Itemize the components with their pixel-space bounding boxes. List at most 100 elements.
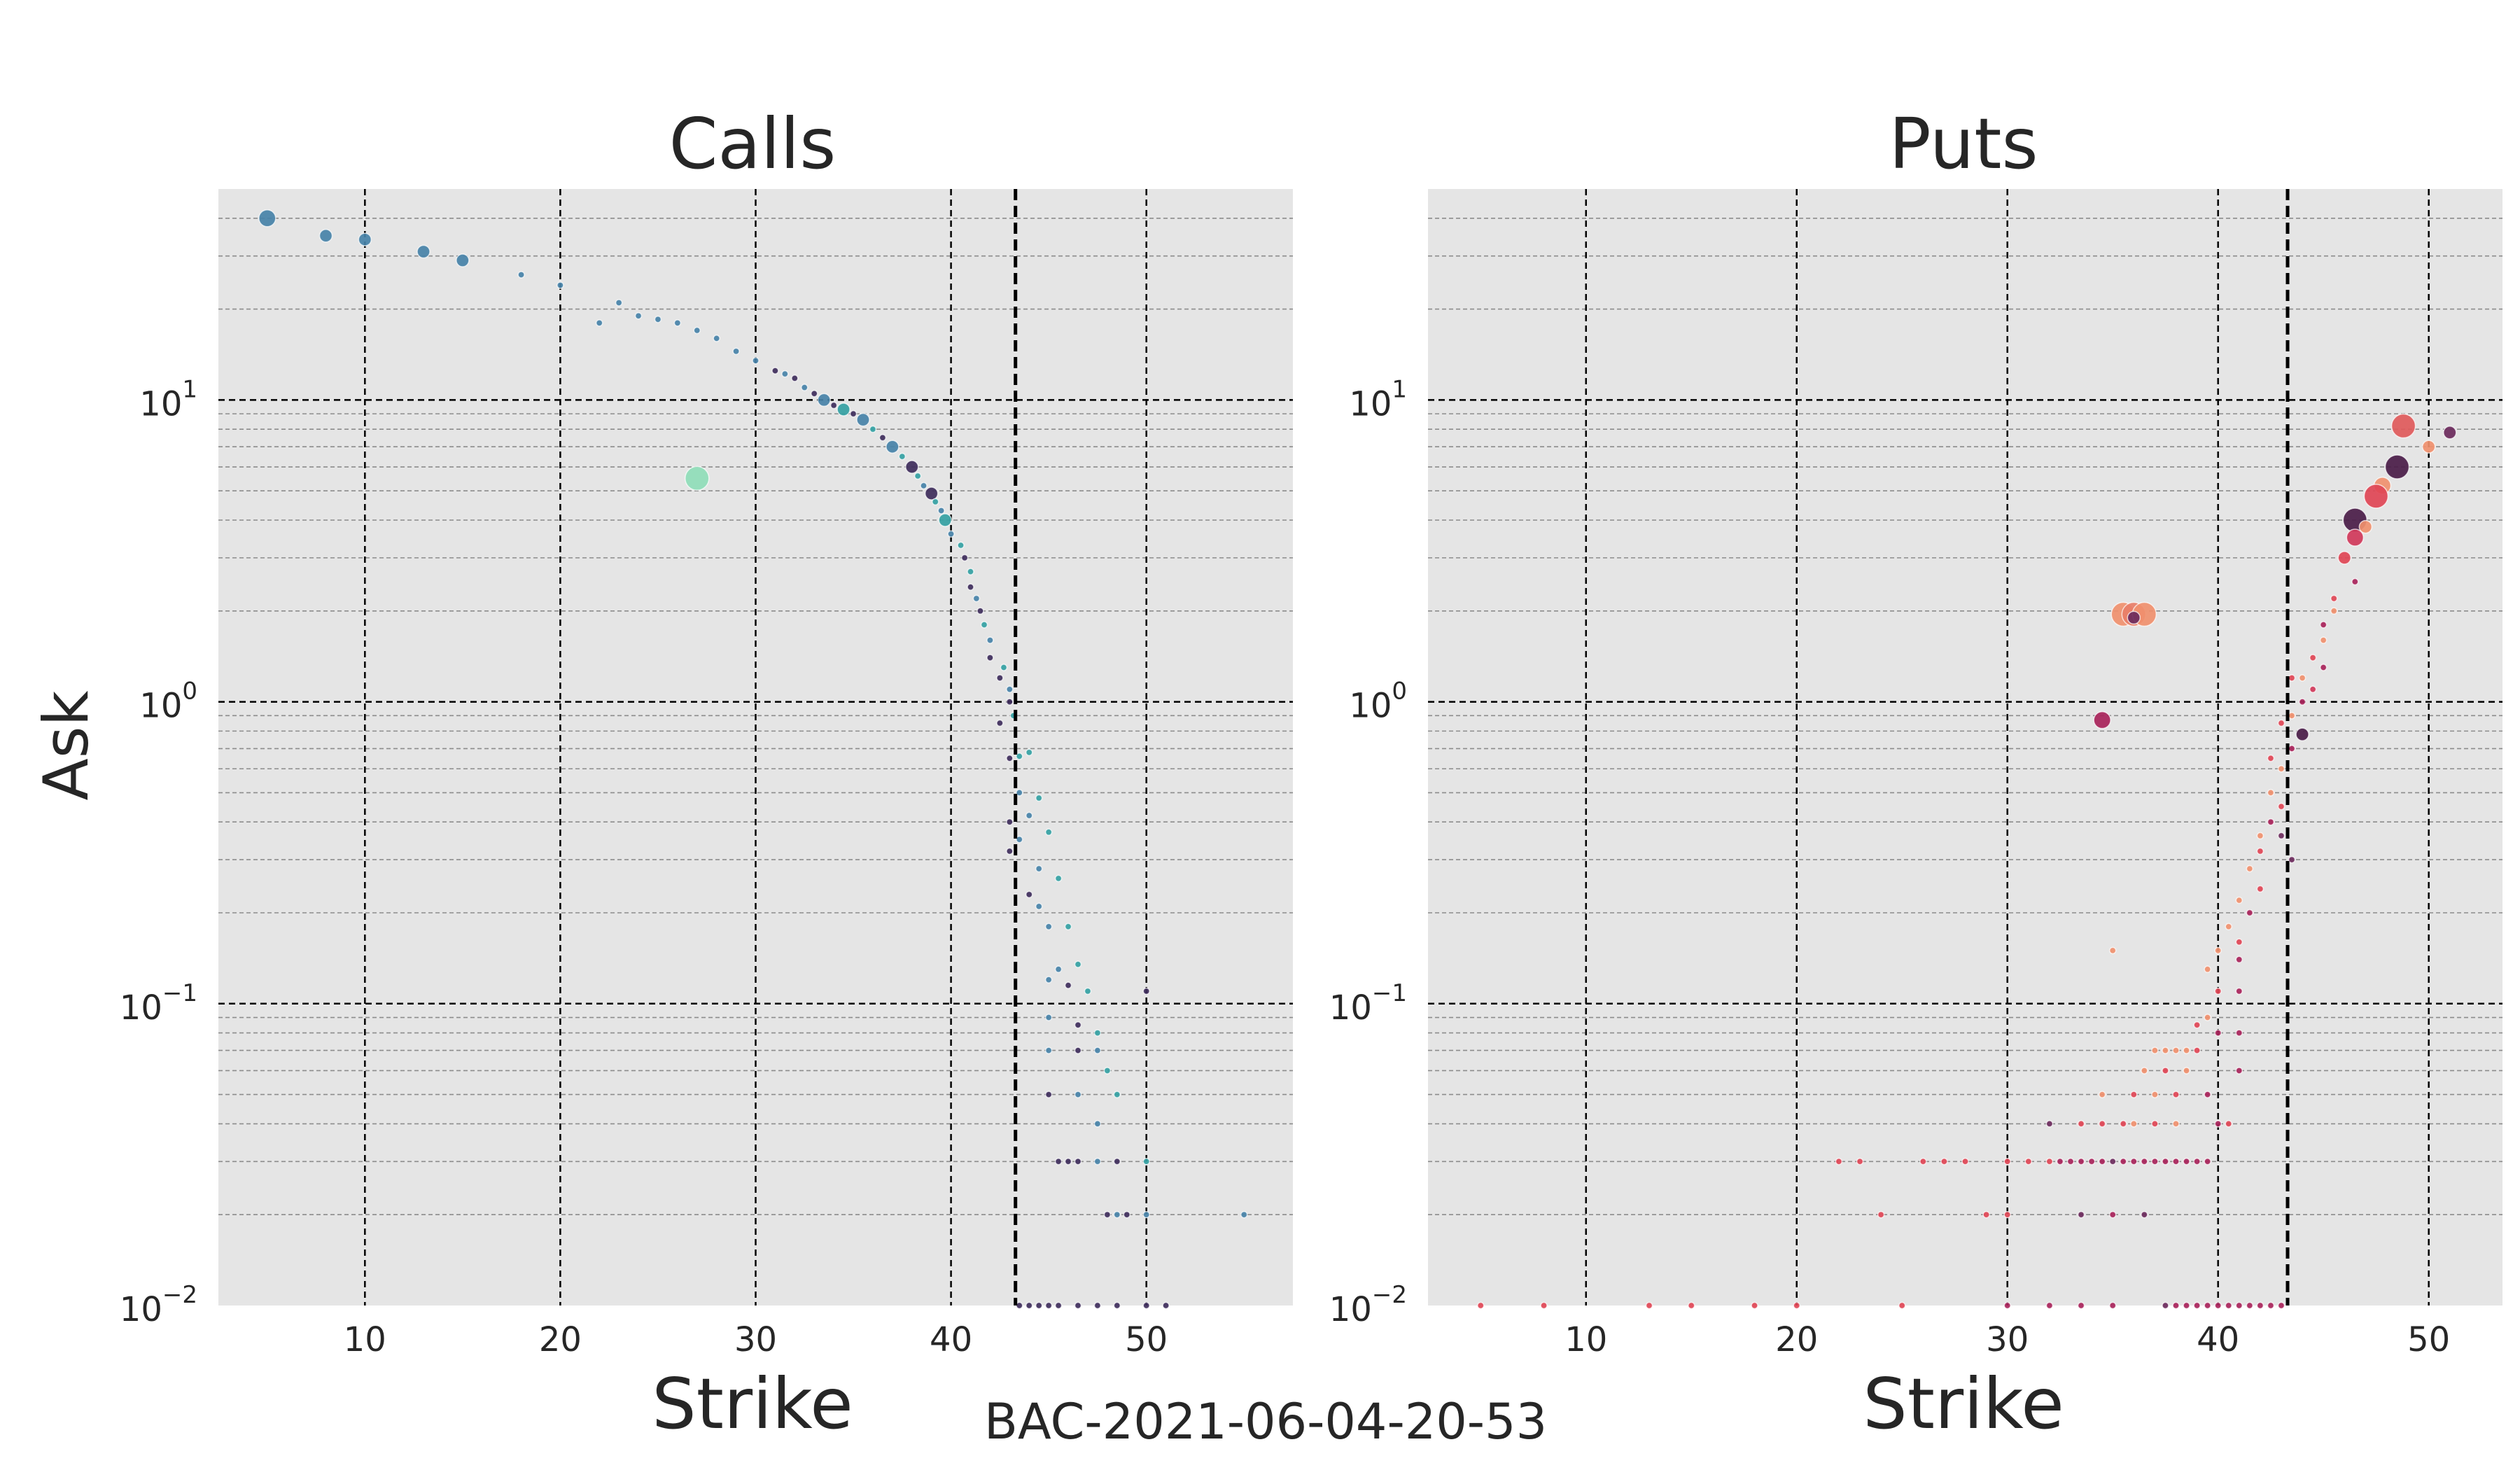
- puts-point: [2172, 1158, 2180, 1166]
- puts-point: [2093, 710, 2111, 729]
- puts-point: [2077, 1210, 2085, 1219]
- puts-point: [2298, 674, 2306, 682]
- calls-point: [1044, 923, 1053, 930]
- puts-point: [2141, 1210, 2148, 1219]
- puts-ticks: 10 20 30 40 50 10−2 10−1 100 101: [1329, 375, 2450, 1359]
- puts-point: [2003, 1158, 2011, 1166]
- puts-point: [2214, 946, 2222, 955]
- calls-point: [1044, 976, 1053, 983]
- puts-point: [2087, 1158, 2096, 1166]
- puts-point: [2319, 664, 2328, 671]
- puts-point: [2204, 1158, 2211, 1166]
- puts-point: [2267, 789, 2275, 797]
- calls-x-tick-label: 30: [734, 1320, 777, 1359]
- calls-point: [976, 607, 984, 615]
- calls-point: [1054, 1301, 1063, 1310]
- puts-x-tick-label: 20: [1775, 1320, 1818, 1359]
- puts-point: [2288, 674, 2296, 682]
- calls-point: [456, 253, 470, 267]
- calls-point: [1006, 818, 1014, 826]
- calls-point: [986, 636, 994, 644]
- calls-point: [1142, 987, 1150, 995]
- calls-point: [869, 425, 877, 433]
- puts-point: [2172, 1301, 2180, 1310]
- calls-point: [1025, 890, 1033, 899]
- puts-point: [1793, 1301, 1800, 1310]
- puts-point: [2235, 987, 2244, 995]
- puts-point: [2119, 1120, 2127, 1128]
- calls-point: [996, 674, 1004, 682]
- puts-point: [2267, 755, 2275, 762]
- calls-x-tick-label: 20: [539, 1320, 582, 1359]
- puts-point: [1751, 1301, 1758, 1310]
- calls-point: [878, 434, 887, 442]
- calls-point: [960, 554, 969, 562]
- puts-x-tick-label: 30: [1986, 1320, 2029, 1359]
- puts-point: [2003, 1210, 2011, 1219]
- puts-point: [2204, 1014, 2211, 1021]
- puts-y-tick-label: 10−1: [1329, 979, 1407, 1028]
- calls-point: [1240, 1210, 1248, 1219]
- calls-point: [920, 482, 927, 490]
- puts-point: [2235, 955, 2244, 964]
- puts-point: [2003, 1301, 2011, 1310]
- calls-point: [1093, 1029, 1102, 1037]
- calls-point: [830, 401, 838, 410]
- puts-subplot: 10 20 30 40 50 10−2 10−1 100 101 Puts Strike: [1329, 103, 2502, 1445]
- puts-y-tick-label: 100: [1349, 678, 1407, 726]
- calls-point: [972, 594, 981, 603]
- puts-point: [2193, 1301, 2201, 1310]
- calls-point: [886, 440, 899, 454]
- calls-point: [1162, 1301, 1170, 1310]
- puts-point: [2309, 685, 2317, 693]
- puts-point: [2288, 712, 2296, 720]
- puts-point: [2277, 832, 2286, 840]
- calls-point: [1113, 1301, 1121, 1310]
- puts-point: [2172, 1120, 2180, 1128]
- puts-point: [2024, 1158, 2033, 1166]
- calls-point: [957, 541, 965, 550]
- puts-point: [1919, 1158, 1927, 1166]
- puts-point: [2309, 654, 2317, 662]
- calls-x-tick-label: 40: [930, 1320, 972, 1359]
- puts-point: [2204, 1091, 2211, 1098]
- calls-point: [1000, 664, 1008, 671]
- calls-point: [924, 486, 939, 500]
- puts-point: [2319, 636, 2328, 644]
- calls-point: [1025, 748, 1033, 757]
- puts-point: [1540, 1301, 1548, 1310]
- calls-point: [693, 326, 701, 335]
- puts-point: [2298, 698, 2306, 706]
- puts-point: [2151, 1046, 2159, 1054]
- calls-point: [947, 530, 955, 538]
- puts-point: [2119, 1158, 2127, 1166]
- puts-point: [2256, 847, 2264, 855]
- calls-point: [967, 568, 974, 575]
- calls-point: [416, 244, 430, 259]
- calls-point: [1035, 794, 1043, 802]
- calls-point: [938, 513, 952, 527]
- calls-point: [1074, 960, 1082, 968]
- puts-point: [2443, 426, 2457, 440]
- puts-point: [2108, 1158, 2117, 1166]
- calls-point: [1044, 1301, 1053, 1310]
- puts-point: [1856, 1158, 1864, 1166]
- puts-point: [2151, 1091, 2159, 1098]
- puts-point: [2162, 1301, 2169, 1310]
- puts-point: [2421, 440, 2436, 454]
- puts-point: [2330, 607, 2338, 615]
- calls-x-tick-label: 10: [344, 1320, 386, 1359]
- calls-point: [1093, 1158, 1102, 1166]
- calls-point: [634, 312, 643, 320]
- puts-point: [2108, 1301, 2117, 1310]
- puts-point: [2193, 1046, 2201, 1054]
- calls-point: [1074, 1158, 1082, 1166]
- puts-xlabel: Strike: [1863, 1363, 2064, 1445]
- calls-point: [1113, 1158, 1121, 1166]
- calls-point: [1113, 1091, 1121, 1098]
- puts-plot-area: [1428, 189, 2502, 1306]
- calls-y-tick-label: 10−1: [120, 979, 197, 1028]
- puts-point: [1687, 1301, 1695, 1310]
- puts-points: [1476, 189, 2457, 1310]
